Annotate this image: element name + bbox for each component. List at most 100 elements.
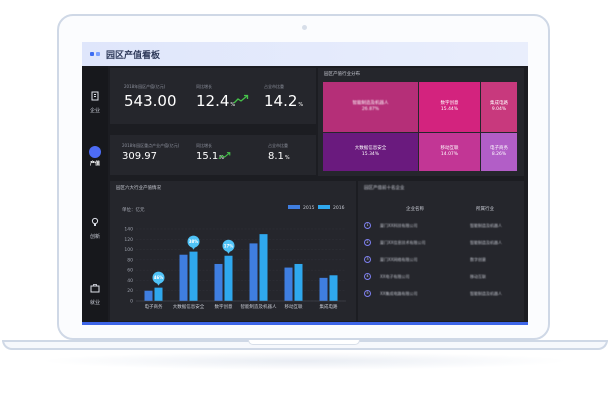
row-company: 厦门XX网络有限公司 bbox=[380, 257, 418, 262]
legend-label: 2016 bbox=[333, 205, 345, 211]
legend-label: 2015 bbox=[303, 205, 315, 211]
bar bbox=[319, 277, 328, 301]
y-tick-label: 140 bbox=[124, 227, 133, 233]
sidebar-item-employment[interactable]: 就业 bbox=[82, 280, 108, 306]
row-company: XX电子有限公司 bbox=[380, 274, 410, 279]
bar bbox=[179, 254, 188, 301]
callout-label: 38% bbox=[189, 239, 199, 244]
kpi-growth: 15.1% bbox=[196, 151, 224, 162]
treemap-tile[interactable]: 集成电路 9.04% bbox=[481, 82, 517, 132]
callout-badge bbox=[187, 235, 200, 248]
treemap-tile[interactable]: 移动互联 14.07% bbox=[419, 133, 480, 171]
bar bbox=[189, 251, 198, 301]
kpi-unit: % bbox=[284, 155, 290, 161]
row-rank-badge: 2 bbox=[364, 239, 371, 246]
sidebar-item-output[interactable]: 产值 bbox=[82, 146, 108, 167]
tile-value: 9.04% bbox=[491, 107, 507, 112]
table-row[interactable]: 2 厦门XX信息技术有限公司 智能制造及机器人 bbox=[358, 235, 520, 252]
kpi-caption: 同比增长 bbox=[196, 143, 212, 148]
row-company: 厦门XX信息技术有限公司 bbox=[380, 240, 426, 245]
tile-value: 15.44% bbox=[440, 107, 459, 112]
trend-up-icon bbox=[218, 152, 231, 160]
row-industry: 智能制造及机器人 bbox=[470, 240, 502, 245]
table-row[interactable]: 5 XX集成电路有限公司 智能制造及机器人 bbox=[358, 286, 520, 303]
y-tick-label: 40 bbox=[127, 278, 133, 284]
treemap-tile[interactable]: 大数据信息安全 15.34% bbox=[323, 133, 418, 171]
y-tick-label: 120 bbox=[124, 237, 133, 243]
kpi-share-value: 8.1 bbox=[268, 151, 284, 162]
row-rank-badge: 3 bbox=[364, 256, 371, 263]
laptop-notch bbox=[248, 340, 360, 345]
table-row[interactable]: 4 XX电子有限公司 移动互联 bbox=[358, 269, 520, 286]
row-industry: 智能制造及机器人 bbox=[470, 223, 502, 228]
kpi-growth: 12.4% bbox=[196, 92, 235, 110]
kpi-share-value: 14.2 bbox=[264, 92, 298, 110]
sidebar-item-innovation[interactable]: 创新 bbox=[82, 214, 108, 240]
kpi-share: 8.1% bbox=[268, 151, 290, 162]
bar bbox=[144, 290, 153, 301]
kpi-growth-value: 15.1 bbox=[196, 151, 219, 162]
table-header-industry: 所属行业 bbox=[476, 207, 494, 212]
table-row[interactable]: 3 厦门XX网络有限公司 数字创意 bbox=[358, 252, 520, 269]
bar bbox=[259, 234, 268, 301]
tile-label: 数字创意 bbox=[440, 101, 459, 107]
logo-icon bbox=[90, 52, 100, 56]
legend-swatch bbox=[318, 205, 330, 209]
table-row[interactable]: 1 厦门XX科技有限公司 智能制造及机器人 bbox=[358, 218, 520, 235]
kpi-value: 309.97 bbox=[122, 151, 157, 162]
panel-title: 园区六大行业产值情况 bbox=[116, 186, 161, 191]
callout-label: 17% bbox=[224, 243, 234, 248]
page-title: 园区产值看板 bbox=[106, 50, 161, 61]
row-industry: 移动互联 bbox=[470, 274, 486, 279]
briefcase-icon bbox=[90, 284, 100, 293]
kpi-unit: % bbox=[230, 102, 236, 108]
panel-title: 园区产值行业分布 bbox=[324, 72, 360, 77]
treemap-panel: 园区产值行业分布 智能制造及机器人 26.87% 数字创意 15.44% 集成电… bbox=[318, 68, 524, 176]
table-panel: 园区产值前十名企业 企业名称 所属行业 1 厦门XX科技有限公司 智能制造及机器人 2… bbox=[358, 181, 524, 321]
treemap-tile[interactable]: 电子商务 8.26% bbox=[481, 133, 517, 171]
kpi-panel-key: 2018年园区重点产业产值(亿元) 309.97 同比增长 15.1% 占全市比… bbox=[110, 135, 316, 175]
header-bar: 园区产值看板 bbox=[82, 42, 528, 66]
row-industry: 数字创意 bbox=[470, 257, 486, 262]
kpi-caption: 占全市比重 bbox=[264, 84, 284, 89]
y-tick-label: 0 bbox=[130, 299, 133, 305]
bar-chart: 单位：亿元 2015 2016 0 20 40 60 80 100 120 140 电子商务 大数据信息… bbox=[122, 205, 346, 310]
bar-chart-panel: 园区六大行业产值情况 单位：亿元 2015 2016 0 20 40 60 80 100 120 1… bbox=[110, 181, 356, 321]
sidebar-item-label: 就业 bbox=[89, 300, 100, 306]
table-header-company: 企业名称 bbox=[406, 207, 424, 212]
callout-badge bbox=[222, 239, 235, 252]
bar bbox=[329, 275, 338, 301]
row-rank-badge: 1 bbox=[364, 222, 371, 229]
kpi-caption: 占全市比重 bbox=[268, 143, 288, 148]
tile-label: 电子商务 bbox=[490, 146, 508, 152]
y-axis-unit: 单位：亿元 bbox=[122, 206, 145, 213]
sidebar-item-label: 创新 bbox=[89, 234, 100, 240]
sidebar-item-label: 产值 bbox=[89, 161, 100, 167]
tile-label: 集成电路 bbox=[490, 101, 508, 107]
dashboard-screen: 园区产值看板 企业 产值 创新 就业 2018年园区产值(亿元) bbox=[82, 42, 528, 325]
x-tick-label: 集成电路 bbox=[320, 303, 338, 310]
kpi-caption: 2018年园区产值(亿元) bbox=[124, 84, 166, 89]
y-tick-label: 60 bbox=[127, 268, 133, 274]
tile-value: 15.34% bbox=[361, 152, 380, 157]
bar bbox=[284, 267, 293, 301]
row-company: XX集成电路有限公司 bbox=[380, 291, 418, 296]
pie-chart-icon bbox=[89, 146, 101, 158]
kpi-panel-total: 2018年园区产值(亿元) 543.00 同比增长 12.4% 占全市比重 14… bbox=[110, 68, 316, 124]
tile-value: 14.07% bbox=[440, 152, 459, 157]
treemap-tile[interactable]: 数字创意 15.44% bbox=[419, 82, 480, 132]
bulb-icon bbox=[91, 217, 99, 226]
tile-value: 8.26% bbox=[491, 152, 507, 157]
row-rank-badge: 4 bbox=[364, 273, 371, 280]
building-icon bbox=[91, 91, 99, 101]
sidebar-item-enterprise[interactable]: 企业 bbox=[82, 88, 108, 114]
kpi-caption: 2018年园区重点产业产值(亿元) bbox=[122, 143, 180, 148]
x-tick-label: 移动互联 bbox=[285, 303, 303, 310]
trend-up-icon bbox=[233, 94, 249, 104]
treemap-tile[interactable]: 智能制造及机器人 26.87% bbox=[323, 82, 418, 132]
callout-label: 46% bbox=[154, 275, 164, 280]
x-tick-label: 电子商务 bbox=[145, 303, 163, 310]
tile-label: 智能制造及机器人 bbox=[352, 101, 389, 107]
laptop-shadow bbox=[40, 352, 570, 370]
